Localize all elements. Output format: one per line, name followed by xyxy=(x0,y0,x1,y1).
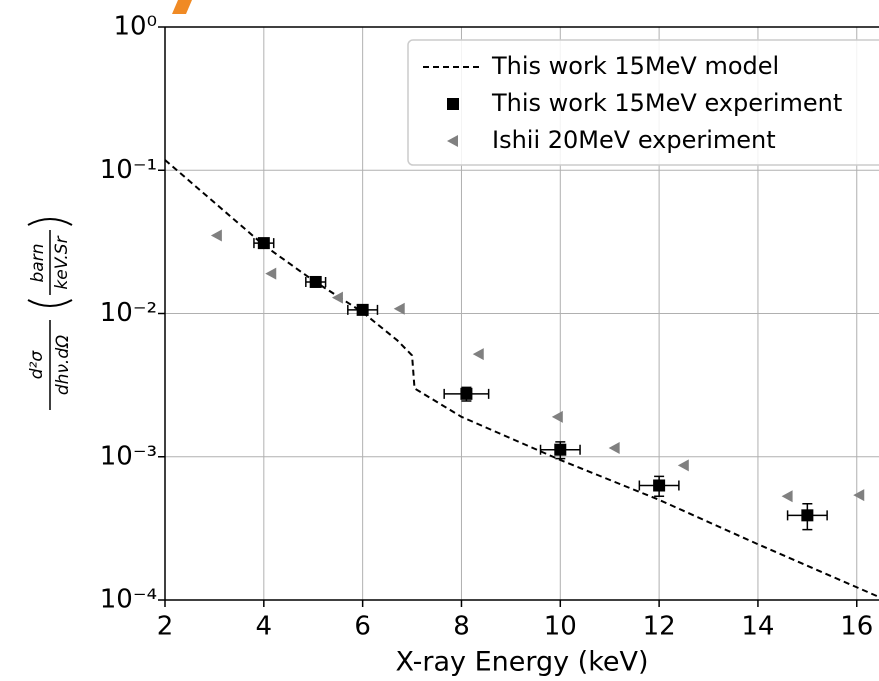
legend-box xyxy=(407,39,879,166)
triangle-marker xyxy=(393,302,405,315)
x-tick-label: 6 xyxy=(354,612,371,642)
paren-open xyxy=(27,299,73,307)
x-tick-label: 2 xyxy=(157,612,174,642)
triangle-marker xyxy=(472,348,484,361)
square-marker xyxy=(554,443,567,456)
x-tick-label: 10 xyxy=(544,612,577,642)
y-tick-label: 10⁻² xyxy=(100,298,157,328)
triangle-marker xyxy=(781,490,793,503)
y-tick-label: 10⁻³ xyxy=(100,441,157,471)
triangle-marker xyxy=(331,291,343,304)
legend: This work 15MeV model This work 15MeV exp… xyxy=(407,39,879,166)
model-line xyxy=(164,159,879,598)
y-axis-label: d²σ dhν.dΩ barn keV.Sr xyxy=(27,218,73,410)
y-tick-label: 10⁰ xyxy=(113,12,157,42)
x-tick-label: 12 xyxy=(643,612,676,642)
triangle-marker xyxy=(210,229,222,242)
x-tick-label: 14 xyxy=(741,612,774,642)
square-marker xyxy=(257,237,270,250)
square-marker xyxy=(356,303,369,316)
x-tick-label: 8 xyxy=(453,612,470,642)
y-label-unit-numerator: barn xyxy=(28,244,48,283)
triangle-marker xyxy=(447,135,458,147)
triangle-marker xyxy=(551,410,563,423)
y-label-denominator: dhν.dΩ xyxy=(53,335,73,395)
frame: 2 4 6 8 10 12 14 16 10⁻⁴ 10⁻³ 10⁻² 10⁻¹ 10⁰ xyxy=(100,12,879,642)
paren-close xyxy=(27,218,73,226)
legend-label: This work 15MeV experiment xyxy=(491,89,842,117)
triangle-marker xyxy=(265,267,277,280)
cropped-title-glyph xyxy=(172,0,192,14)
square-marker xyxy=(309,275,322,288)
x-tick-label: 4 xyxy=(256,612,273,642)
triangle-marker xyxy=(677,459,689,472)
legend-label: This work 15MeV model xyxy=(491,52,779,80)
square-marker xyxy=(653,479,666,492)
square-marker xyxy=(447,98,459,110)
y-tick-label: 10⁻¹ xyxy=(100,155,157,185)
y-label-unit-denominator: keV.Sr xyxy=(52,235,72,289)
x-tick-label: 16 xyxy=(840,612,873,642)
y-tick-label: 10⁻⁴ xyxy=(100,585,157,615)
y-label-numerator: d²σ xyxy=(27,350,47,380)
x-axis-label: X-ray Energy (keV) xyxy=(395,647,648,678)
legend-label: Ishii 20MeV experiment xyxy=(492,126,776,154)
square-marker xyxy=(801,509,814,522)
triangle-marker xyxy=(853,489,865,502)
marks xyxy=(164,159,879,598)
square-marker xyxy=(460,387,473,400)
triangle-marker xyxy=(608,442,620,455)
